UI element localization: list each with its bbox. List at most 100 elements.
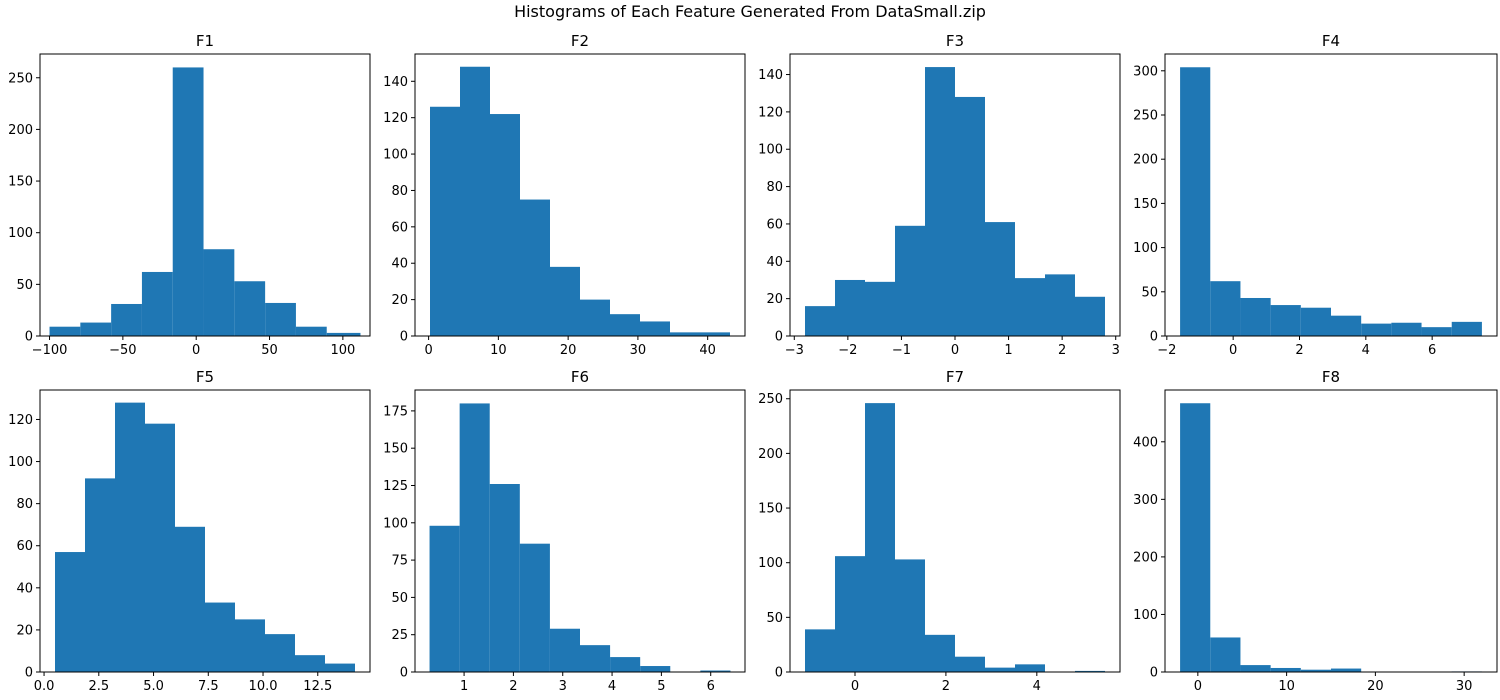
x-tick-label: 2.5 bbox=[88, 679, 109, 694]
x-tick-label: 0 bbox=[424, 343, 432, 358]
histogram-bar bbox=[805, 306, 835, 336]
histogram-bar bbox=[985, 222, 1015, 336]
y-tick-label: 300 bbox=[1133, 493, 1158, 508]
histogram-bar bbox=[430, 106, 460, 336]
histogram-bar bbox=[520, 199, 550, 336]
histogram-bar bbox=[610, 314, 640, 336]
x-tick-label: 0 bbox=[951, 343, 959, 358]
x-tick-label: −100 bbox=[32, 343, 68, 358]
subplot-title: F8 bbox=[1322, 368, 1340, 386]
y-tick-label: 50 bbox=[391, 591, 408, 606]
x-tick-label: 10 bbox=[1278, 679, 1295, 694]
axes-frame bbox=[1164, 53, 1498, 337]
y-tick-label: 150 bbox=[1133, 197, 1158, 212]
x-tick-label: −50 bbox=[109, 343, 136, 358]
x-tick-label: −3 bbox=[785, 343, 804, 358]
histogram-bar bbox=[295, 655, 325, 672]
y-tick-label: 120 bbox=[383, 111, 408, 126]
x-tick-label: 2 bbox=[1295, 343, 1303, 358]
y-tick-label: 20 bbox=[391, 293, 408, 308]
y-tick-label: 60 bbox=[766, 217, 783, 232]
y-tick-label: 250 bbox=[758, 392, 783, 407]
y-tick-label: 100 bbox=[383, 516, 408, 531]
x-tick-label: 5 bbox=[657, 679, 665, 694]
histogram-bar bbox=[985, 667, 1015, 672]
y-tick-label: 300 bbox=[1133, 64, 1158, 79]
histogram-bar bbox=[460, 66, 490, 337]
histogram-bar bbox=[203, 249, 235, 336]
histogram-bar bbox=[145, 423, 175, 672]
x-tick-label: 30 bbox=[630, 343, 647, 358]
y-tick-label: 100 bbox=[1133, 241, 1158, 256]
histogram-bar bbox=[835, 279, 865, 336]
histogram-bar bbox=[325, 663, 355, 672]
histogram-bar bbox=[429, 525, 460, 672]
y-tick-label: 100 bbox=[383, 148, 408, 163]
histogram-bar bbox=[700, 332, 730, 336]
axes-frame bbox=[39, 389, 371, 673]
histogram-bar bbox=[1331, 668, 1362, 672]
y-tick-label: 75 bbox=[391, 554, 408, 569]
y-tick-label: 400 bbox=[1133, 435, 1158, 450]
y-tick-label: 50 bbox=[1141, 285, 1158, 300]
y-tick-label: 60 bbox=[16, 539, 33, 554]
histogram-bar bbox=[205, 602, 235, 672]
y-tick-label: 100 bbox=[1133, 608, 1158, 623]
histogram-bar bbox=[925, 67, 955, 336]
histogram-bar bbox=[172, 67, 204, 337]
histogram-bar bbox=[549, 628, 580, 672]
histogram-bar bbox=[1361, 323, 1392, 336]
axes-frame bbox=[414, 53, 746, 337]
y-tick-label: 100 bbox=[8, 455, 33, 470]
x-tick-label: 50 bbox=[261, 343, 278, 358]
histogram-bar bbox=[805, 629, 835, 672]
histogram-bar bbox=[489, 484, 520, 672]
histogram-bar bbox=[1210, 281, 1241, 336]
histogram-bar bbox=[295, 326, 327, 336]
histogram-bar bbox=[85, 478, 115, 672]
figure-suptitle: Histograms of Each Feature Generated Fro… bbox=[514, 2, 986, 21]
histogram-bar bbox=[1451, 321, 1482, 336]
subplot-f2: 0 10 20 30 40 0 20 40 60 80 100 120 140 F2 bbox=[383, 32, 746, 358]
histogram-bar bbox=[1075, 296, 1105, 336]
y-tick-label: 150 bbox=[383, 442, 408, 457]
y-tick-label: 100 bbox=[758, 556, 783, 571]
x-tick-label: 12.5 bbox=[303, 679, 332, 694]
histogram-bar bbox=[1180, 67, 1211, 336]
y-tick-label: 0 bbox=[25, 666, 33, 681]
y-tick-label: 0 bbox=[25, 330, 33, 345]
histogram-bar bbox=[1240, 297, 1271, 336]
axes-frame bbox=[1164, 389, 1498, 673]
histogram-bar bbox=[1045, 274, 1075, 336]
subplot-title: F5 bbox=[196, 368, 214, 386]
histogram-bar bbox=[865, 403, 895, 672]
x-tick-label: 2 bbox=[1058, 343, 1066, 358]
subplot-f1: −100 −50 0 50 100 0 50 100 150 200 250 F1 bbox=[8, 32, 371, 358]
histogram-bar bbox=[1015, 278, 1045, 336]
y-tick-label: 0 bbox=[400, 666, 408, 681]
x-tick-label: 6 bbox=[707, 679, 715, 694]
y-tick-label: 200 bbox=[1133, 550, 1158, 565]
x-tick-label: 5.0 bbox=[143, 679, 164, 694]
subplot-title: F7 bbox=[946, 368, 964, 386]
histogram-bar bbox=[700, 670, 731, 672]
x-tick-label: 20 bbox=[1367, 679, 1384, 694]
histogram-bar bbox=[55, 552, 85, 672]
histogram-bar bbox=[955, 96, 985, 336]
x-tick-label: −2 bbox=[838, 343, 857, 358]
histogram-bar bbox=[955, 656, 985, 672]
histogram-bar bbox=[1015, 664, 1045, 672]
histogram-bar bbox=[895, 559, 925, 672]
y-tick-label: 25 bbox=[391, 628, 408, 643]
subplot-f5: 0.0 2.5 5.0 7.5 10.0 12.5 0 20 40 60 80 100 120 F5 bbox=[8, 368, 371, 694]
x-tick-label: 0 bbox=[1229, 343, 1237, 358]
x-tick-label: 10 bbox=[490, 343, 507, 358]
y-tick-label: 20 bbox=[766, 292, 783, 307]
histogram-bar bbox=[265, 634, 295, 672]
axes-frame bbox=[414, 389, 746, 673]
histogram-bar bbox=[1180, 403, 1211, 672]
histogram-bar bbox=[1210, 637, 1241, 672]
y-tick-label: 80 bbox=[16, 497, 33, 512]
y-tick-label: 80 bbox=[391, 184, 408, 199]
histogram-bar bbox=[141, 271, 173, 336]
